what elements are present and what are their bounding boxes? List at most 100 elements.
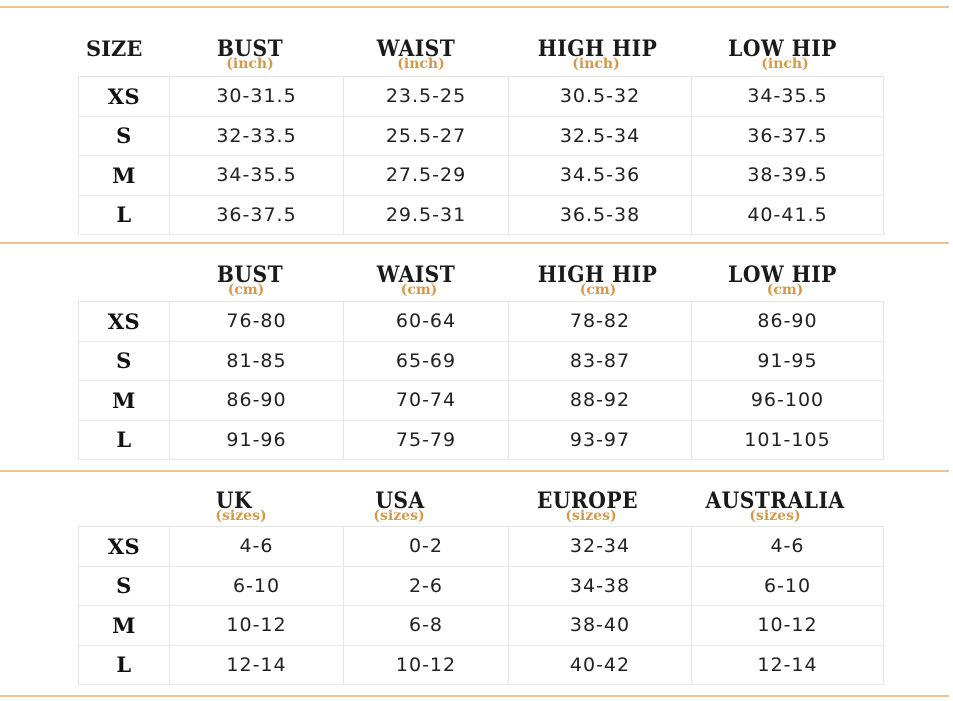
australia-value: 10-12 <box>692 606 884 645</box>
usa-value: 2-6 <box>344 566 509 605</box>
size-label: M <box>79 381 170 420</box>
australia-value: 4-6 <box>692 527 884 566</box>
bust-value: 76-80 <box>170 302 344 341</box>
high-hip-value: 88-92 <box>509 381 692 420</box>
unit-bust: (inch) <box>226 56 274 72</box>
size-label: L <box>79 420 170 459</box>
table-row: S 81-85 65-69 83-87 91-95 <box>79 341 884 381</box>
table-row: L 91-96 75-79 93-97 101-105 <box>79 420 884 460</box>
header-usa: USA <box>375 488 425 514</box>
unit-europe: (sizes) <box>565 508 617 524</box>
section-divider <box>0 242 949 244</box>
uk-value: 10-12 <box>170 606 344 645</box>
header-low-hip: LOW HIP <box>728 262 837 288</box>
inch-section: SIZE BUST (inch) WAIST (inch) HIGH HIP (… <box>0 0 953 242</box>
bust-value: 81-85 <box>170 341 344 380</box>
high-hip-value: 36.5-38 <box>509 195 692 234</box>
high-hip-value: 83-87 <box>509 341 692 380</box>
low-hip-value: 101-105 <box>692 420 884 459</box>
low-hip-value: 91-95 <box>692 341 884 380</box>
uk-value: 4-6 <box>170 527 344 566</box>
waist-value: 70-74 <box>344 381 509 420</box>
header-high-hip: HIGH HIP <box>537 262 658 288</box>
header-australia: AUSTRALIA <box>705 488 845 514</box>
usa-value: 6-8 <box>344 606 509 645</box>
table-row: M 86-90 70-74 88-92 96-100 <box>79 381 884 421</box>
usa-value: 10-12 <box>344 645 509 684</box>
waist-value: 23.5-25 <box>344 77 509 116</box>
unit-low-hip: (inch) <box>761 56 809 72</box>
waist-value: 29.5-31 <box>344 195 509 234</box>
top-divider <box>0 6 949 8</box>
table-row: XS 4-6 0-2 32-34 4-6 <box>79 527 884 567</box>
section-divider <box>0 470 949 472</box>
unit-waist: (inch) <box>397 56 445 72</box>
size-label: XS <box>79 302 170 341</box>
header-uk: UK <box>215 488 253 514</box>
cm-section: BUST (cm) WAIST (cm) HIGH HIP (cm) LOW H… <box>0 244 953 470</box>
cm-table: XS 76-80 60-64 78-82 86-90 S 81-85 65-69… <box>78 301 884 460</box>
unit-high-hip: (inch) <box>572 56 620 72</box>
europe-value: 40-42 <box>509 645 692 684</box>
australia-value: 12-14 <box>692 645 884 684</box>
uk-value: 6-10 <box>170 566 344 605</box>
table-row: XS 30-31.5 23.5-25 30.5-32 34-35.5 <box>79 77 884 117</box>
table-row: M 34-35.5 27.5-29 34.5-36 38-39.5 <box>79 156 884 196</box>
header-waist: WAIST <box>376 36 456 62</box>
low-hip-value: 38-39.5 <box>692 156 884 195</box>
header-low-hip: LOW HIP <box>728 36 837 62</box>
waist-value: 25.5-27 <box>344 116 509 155</box>
table-row: XS 76-80 60-64 78-82 86-90 <box>79 302 884 342</box>
low-hip-value: 86-90 <box>692 302 884 341</box>
low-hip-value: 96-100 <box>692 381 884 420</box>
size-label: L <box>79 645 170 684</box>
unit-usa: (sizes) <box>373 508 425 524</box>
high-hip-value: 32.5-34 <box>509 116 692 155</box>
low-hip-value: 34-35.5 <box>692 77 884 116</box>
bust-value: 32-33.5 <box>170 116 344 155</box>
europe-value: 32-34 <box>509 527 692 566</box>
table-row: S 32-33.5 25.5-27 32.5-34 36-37.5 <box>79 116 884 156</box>
header-europe: EUROPE <box>537 488 638 514</box>
unit-uk: (sizes) <box>215 508 267 524</box>
waist-value: 27.5-29 <box>344 156 509 195</box>
size-label: M <box>79 156 170 195</box>
unit-australia: (sizes) <box>749 508 801 524</box>
header-bust: BUST <box>216 262 284 288</box>
high-hip-value: 34.5-36 <box>509 156 692 195</box>
size-label: M <box>79 606 170 645</box>
unit-bust: (cm) <box>227 282 265 298</box>
header-waist: WAIST <box>376 262 456 288</box>
waist-value: 65-69 <box>344 341 509 380</box>
size-label: S <box>79 566 170 605</box>
usa-value: 0-2 <box>344 527 509 566</box>
bust-value: 91-96 <box>170 420 344 459</box>
size-label: S <box>79 341 170 380</box>
header-bust: BUST <box>216 36 284 62</box>
size-label: XS <box>79 77 170 116</box>
table-row: L 36-37.5 29.5-31 36.5-38 40-41.5 <box>79 195 884 235</box>
inch-table: XS 30-31.5 23.5-25 30.5-32 34-35.5 S 32-… <box>78 76 884 235</box>
unit-waist: (cm) <box>400 282 438 298</box>
size-label: XS <box>79 527 170 566</box>
unit-low-hip: (cm) <box>766 282 804 298</box>
bust-value: 30-31.5 <box>170 77 344 116</box>
waist-value: 60-64 <box>344 302 509 341</box>
table-row: S 6-10 2-6 34-38 6-10 <box>79 566 884 606</box>
europe-value: 38-40 <box>509 606 692 645</box>
size-column-title: SIZE <box>86 36 143 61</box>
header-high-hip: HIGH HIP <box>537 36 658 62</box>
bust-value: 36-37.5 <box>170 195 344 234</box>
size-label: L <box>79 195 170 234</box>
high-hip-value: 78-82 <box>509 302 692 341</box>
table-row: M 10-12 6-8 38-40 10-12 <box>79 606 884 646</box>
uk-value: 12-14 <box>170 645 344 684</box>
bust-value: 34-35.5 <box>170 156 344 195</box>
low-hip-value: 36-37.5 <box>692 116 884 155</box>
high-hip-value: 93-97 <box>509 420 692 459</box>
europe-value: 34-38 <box>509 566 692 605</box>
waist-value: 75-79 <box>344 420 509 459</box>
international-section: UK (sizes) USA (sizes) EUROPE (sizes) AU… <box>0 472 953 695</box>
bust-value: 86-90 <box>170 381 344 420</box>
